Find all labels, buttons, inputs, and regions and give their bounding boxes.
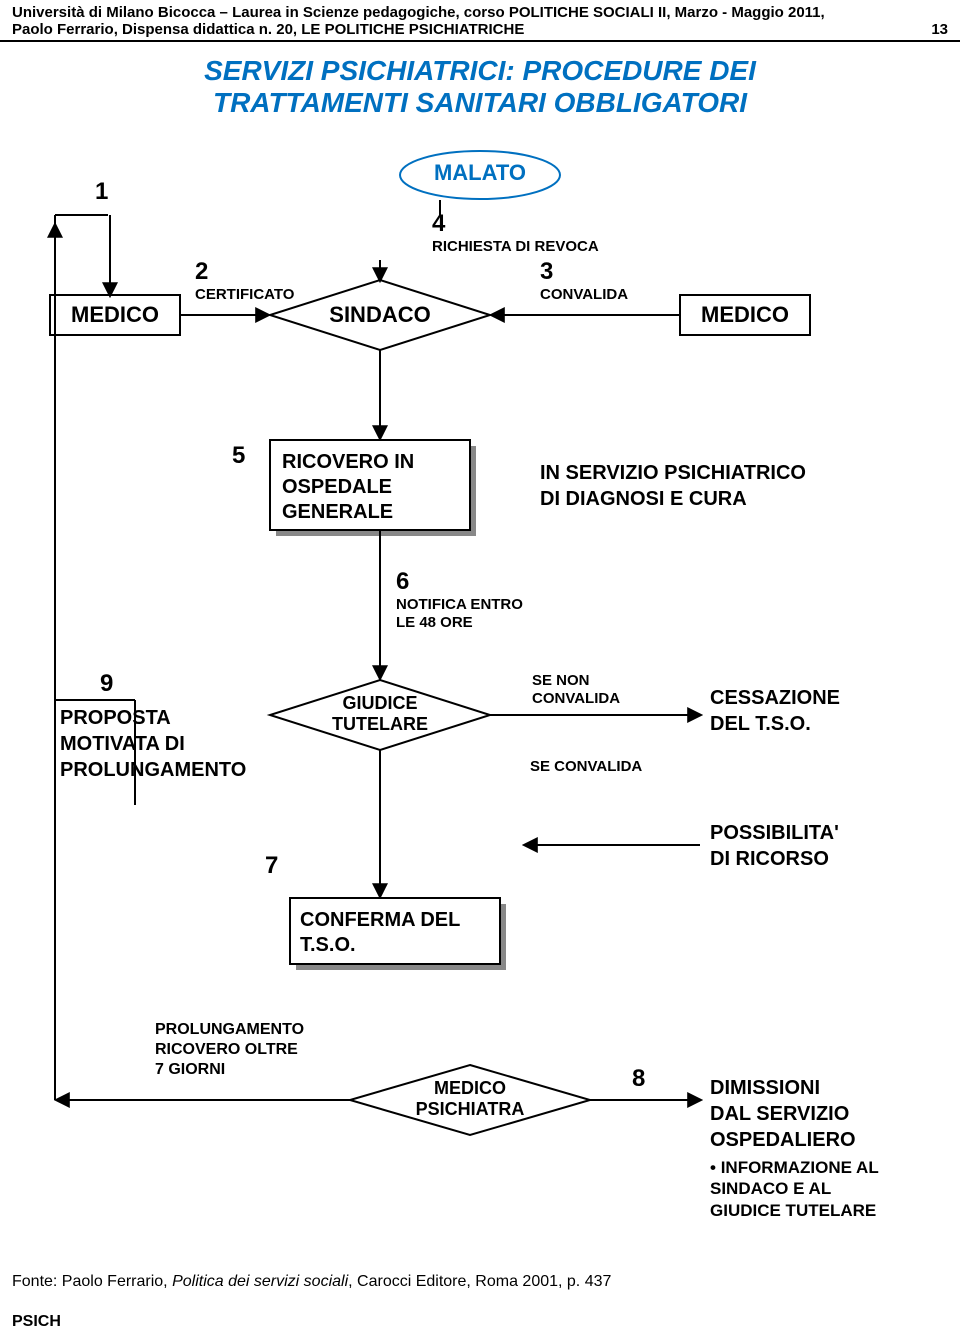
node-certificato: CERTIFICATO [195, 286, 294, 303]
node-medico-psichiatra: MEDICO PSICHIATRA [395, 1078, 545, 1119]
conferma-line-1: CONFERMA DEL [300, 909, 460, 931]
proposta-line-3: PROLUNGAMENTO [60, 759, 246, 781]
possibilita-line-2: DI RICORSO [710, 848, 829, 870]
node-ricovero-ospedale: RICOVERO IN OSPEDALE GENERALE [282, 450, 414, 525]
title-line-1: SERVIZI PSICHIATRICI: PROCEDURE DEI [204, 55, 756, 86]
node-medico-right: MEDICO [680, 302, 810, 328]
dimissioni-line-2: DAL SERVIZIO [710, 1103, 849, 1125]
node-3-number: 3 [540, 258, 553, 286]
node-4-number: 4 [432, 210, 445, 238]
node-convalida: CONVALIDA [540, 286, 628, 303]
node-2-number: 2 [195, 258, 208, 286]
footer-italic: Politica dei servizi sociali [172, 1273, 348, 1290]
inservizio-line-2: DI DIAGNOSI E CURA [540, 488, 747, 510]
page-number: 13 [931, 21, 948, 38]
proposta-line-2: MOTIVATA DI [60, 733, 185, 755]
notifica-line-1: NOTIFICA ENTRO [396, 596, 523, 613]
node-9-number: 9 [100, 670, 113, 698]
node-dimissioni: DIMISSIONI DAL SERVIZIO OSPEDALIERO INFO… [710, 1075, 879, 1221]
prolungamento-line-1: PROLUNGAMENTO [155, 1021, 304, 1038]
node-conferma-tso: CONFERMA DEL T.S.O. [300, 908, 460, 958]
notifica-line-2: LE 48 ORE [396, 614, 473, 631]
header-text-2: Paolo Ferrario, Dispensa didattica n. 20… [12, 21, 524, 38]
node-5-number: 5 [232, 442, 245, 470]
cessazione-line-1: CESSAZIONE [710, 687, 840, 709]
se-non-line-2: CONVALIDA [532, 690, 620, 707]
footer-source: Fonte: Paolo Ferrario, Politica dei serv… [12, 1273, 948, 1291]
node-giudice-tutelare: GIUDICE TUTELARE [310, 693, 450, 734]
possibilita-line-1: POSSIBILITA' [710, 822, 839, 844]
node-malato: MALATO [400, 160, 560, 186]
node-6-number: 6 [396, 568, 409, 596]
dimissioni-bullet-2: SINDACO E AL [710, 1179, 831, 1198]
dimissioni-line-3: OSPEDALIERO [710, 1129, 856, 1151]
footer-tag: PSICH [12, 1313, 61, 1331]
ricovero-line-3: GENERALE [282, 501, 393, 523]
node-notifica-48h: NOTIFICA ENTRO LE 48 ORE [396, 596, 523, 632]
node-sindaco: SINDACO [300, 302, 460, 328]
node-possibilita-ricorso: POSSIBILITA' DI RICORSO [710, 820, 839, 872]
node-7-number: 7 [265, 852, 278, 880]
medico-psichiatra-line-2: PSICHIATRA [416, 1099, 525, 1119]
title-line-2: TRATTAMENTI SANITARI OBBLIGATORI [0, 87, 960, 119]
diagram-title: SERVIZI PSICHIATRICI: PROCEDURE DEI TRAT… [0, 55, 960, 119]
footer-suffix: , Carocci Editore, Roma 2001, p. 437 [348, 1273, 611, 1290]
header-line-1: Università di Milano Bicocca – Laurea in… [12, 4, 948, 21]
medico-psichiatra-line-1: MEDICO [434, 1078, 506, 1098]
giudice-line-1: GIUDICE [342, 693, 417, 713]
dimissioni-bullet-3: GIUDICE TUTELARE [710, 1201, 876, 1220]
page-header: Università di Milano Bicocca – Laurea in… [0, 0, 960, 42]
node-medico-left: MEDICO [50, 302, 180, 328]
edge-se-convalida: SE CONVALIDA [530, 758, 642, 775]
node-richiesta-revoca: RICHIESTA DI REVOCA [432, 238, 599, 255]
se-non-line-1: SE NON [532, 672, 590, 689]
node-1-number: 1 [95, 178, 108, 206]
ricovero-line-2: OSPEDALE [282, 476, 392, 498]
edge-se-non-convalida: SE NON CONVALIDA [532, 672, 620, 708]
footer-prefix: Fonte: Paolo Ferrario, [12, 1273, 172, 1290]
conferma-line-2: T.S.O. [300, 934, 356, 956]
cessazione-line-2: DEL T.S.O. [710, 713, 811, 735]
dimissioni-bullet-1: INFORMAZIONE AL [710, 1158, 879, 1177]
header-line-2: Paolo Ferrario, Dispensa didattica n. 20… [12, 21, 948, 38]
inservizio-line-1: IN SERVIZIO PSICHIATRICO [540, 462, 806, 484]
node-cessazione: CESSAZIONE DEL T.S.O. [710, 685, 840, 737]
proposta-line-1: PROPOSTA [60, 707, 171, 729]
giudice-line-2: TUTELARE [332, 714, 428, 734]
node-in-servizio: IN SERVIZIO PSICHIATRICO DI DIAGNOSI E C… [540, 460, 806, 512]
node-proposta: PROPOSTA MOTIVATA DI PROLUNGAMENTO [60, 705, 246, 783]
node-8-number: 8 [632, 1065, 645, 1093]
prolungamento-line-2: RICOVERO OLTRE [155, 1041, 298, 1058]
prolungamento-line-3: 7 GIORNI [155, 1061, 225, 1078]
dimissioni-line-1: DIMISSIONI [710, 1077, 820, 1099]
ricovero-line-1: RICOVERO IN [282, 451, 414, 473]
node-prolungamento: PROLUNGAMENTO RICOVERO OLTRE 7 GIORNI [155, 1020, 304, 1080]
